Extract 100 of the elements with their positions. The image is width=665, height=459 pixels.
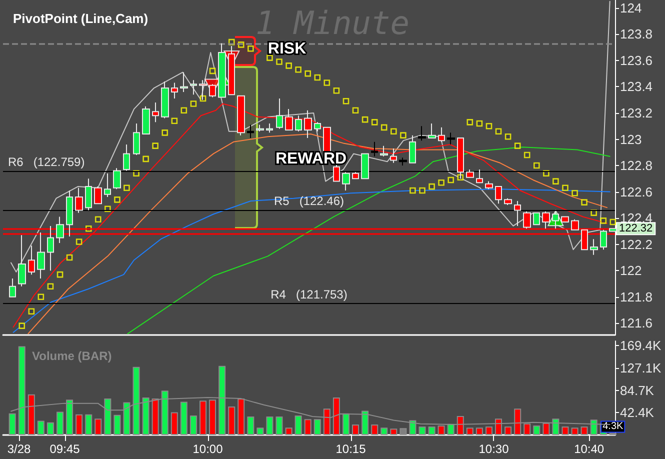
text: Volume (BAR) bbox=[32, 349, 112, 363]
y-tick-label: 124 bbox=[620, 0, 642, 16]
y-tick-label: 123.4 bbox=[620, 79, 653, 94]
y-tick-label: 122.8 bbox=[620, 158, 653, 174]
candlestick bbox=[352, 172, 359, 180]
candlestick bbox=[9, 278, 16, 298]
y-tick-label: 84.7K bbox=[620, 382, 654, 398]
bar bbox=[266, 416, 274, 435]
bar bbox=[562, 426, 569, 435]
candlestick bbox=[47, 225, 54, 272]
bar bbox=[276, 416, 283, 435]
candlestick bbox=[600, 229, 607, 250]
candlestick bbox=[390, 148, 397, 164]
y-tick-label: 123 bbox=[620, 132, 642, 147]
ref-line-label: R4 (121.753) bbox=[270, 287, 348, 302]
candlestick bbox=[428, 122, 436, 138]
y-tick-label: 121.6 bbox=[620, 316, 653, 331]
candlestick bbox=[123, 144, 130, 172]
bar bbox=[352, 424, 359, 435]
candlestick bbox=[314, 122, 321, 132]
bar bbox=[8, 413, 16, 435]
text: PivotPoint (Line,Cam) bbox=[13, 11, 148, 26]
candlestick bbox=[590, 238, 598, 256]
bar bbox=[571, 428, 578, 435]
candlestick bbox=[133, 122, 140, 156]
bar bbox=[94, 418, 102, 435]
candlestick bbox=[152, 102, 159, 123]
bar bbox=[418, 426, 426, 435]
data-label: 4.3K bbox=[602, 421, 624, 432]
candlestick bbox=[609, 228, 617, 232]
candlestick bbox=[418, 126, 426, 142]
x-tick-label: 10:40 bbox=[574, 442, 604, 456]
bar bbox=[114, 414, 121, 435]
annotation: RISK bbox=[268, 40, 307, 58]
candlestick bbox=[466, 168, 474, 178]
bar bbox=[390, 428, 398, 435]
ref-line-label: R6 (122.759) bbox=[8, 154, 85, 169]
candlestick bbox=[514, 200, 521, 226]
candlestick bbox=[399, 157, 407, 166]
bar bbox=[285, 428, 292, 435]
candlestick bbox=[295, 115, 302, 132]
candlestick bbox=[409, 134, 416, 164]
candlestick bbox=[218, 42, 226, 98]
bar bbox=[504, 426, 512, 435]
candlestick bbox=[28, 245, 35, 276]
candlestick bbox=[276, 98, 283, 130]
y-tick-label: 123.6 bbox=[620, 52, 653, 68]
bar bbox=[371, 424, 378, 435]
candlestick bbox=[504, 198, 512, 206]
bar bbox=[200, 400, 207, 435]
y-tick-label: 169.4K bbox=[620, 338, 662, 354]
bar bbox=[37, 420, 44, 435]
candlestick bbox=[342, 172, 350, 191]
bar bbox=[85, 414, 92, 435]
bar bbox=[580, 426, 588, 435]
candlestick bbox=[285, 108, 293, 131]
bar bbox=[247, 416, 254, 435]
x-tick-label: 3/28 bbox=[7, 442, 32, 456]
candlestick bbox=[171, 82, 178, 100]
candlestick bbox=[256, 124, 264, 132]
y-tick-label: 123.2 bbox=[620, 105, 653, 120]
x-tick-label: 09:45 bbox=[50, 442, 80, 456]
candlestick bbox=[161, 80, 169, 119]
candlestick bbox=[333, 162, 340, 182]
candlestick bbox=[447, 132, 455, 146]
y-tick-label: 123.8 bbox=[620, 26, 653, 42]
candlestick bbox=[371, 141, 378, 157]
bar bbox=[485, 426, 492, 435]
x-tick-label: 10:30 bbox=[478, 442, 510, 456]
line-series bbox=[127, 146, 610, 334]
candlestick bbox=[361, 153, 369, 180]
candlestick bbox=[190, 80, 197, 96]
line-series bbox=[28, 134, 608, 334]
y-tick-label: 122 bbox=[620, 263, 642, 278]
candlestick bbox=[533, 212, 540, 226]
candlestick bbox=[552, 211, 559, 230]
bar bbox=[190, 415, 197, 435]
y-tick-label: 122.6 bbox=[620, 184, 653, 200]
bar bbox=[76, 414, 83, 435]
candlestick bbox=[438, 126, 445, 142]
candlestick bbox=[485, 180, 493, 190]
candlestick bbox=[495, 186, 502, 204]
candlestick bbox=[18, 234, 26, 287]
candlestick bbox=[75, 187, 83, 214]
x-tick-label: 10:15 bbox=[336, 442, 366, 456]
candlestick bbox=[104, 172, 111, 198]
candlestick bbox=[180, 72, 188, 92]
line-series bbox=[10, 0, 610, 272]
bar bbox=[170, 412, 178, 435]
candlestick bbox=[113, 168, 121, 190]
bar bbox=[304, 419, 312, 435]
candlestick bbox=[561, 216, 569, 223]
x-tick-label: 10:00 bbox=[192, 442, 224, 456]
candlestick bbox=[142, 106, 150, 134]
bar bbox=[228, 406, 236, 435]
candlestick bbox=[85, 178, 92, 211]
candlestick bbox=[266, 122, 273, 134]
candlestick bbox=[457, 137, 464, 180]
candlestick bbox=[37, 232, 45, 280]
bar bbox=[466, 428, 474, 435]
